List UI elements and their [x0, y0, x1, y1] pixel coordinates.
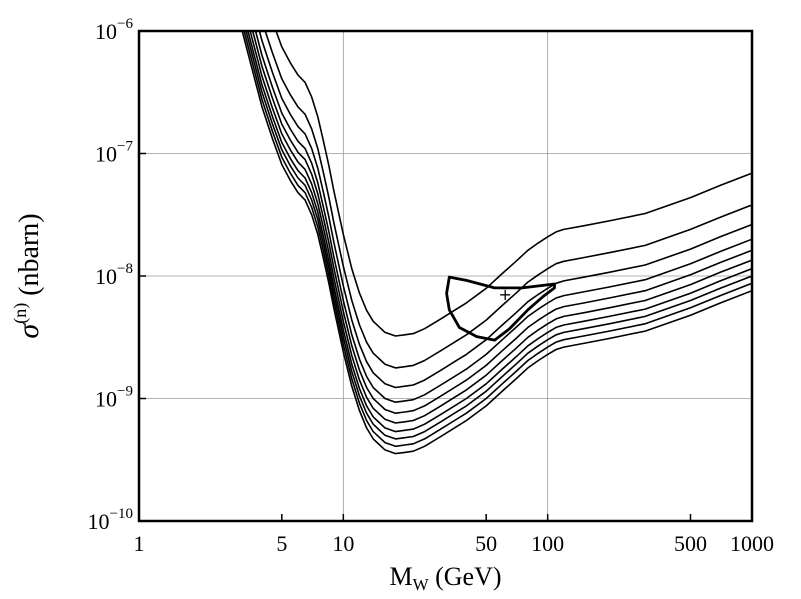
x-axis-ticks: 1 5 10 50 100 500 1000: [134, 514, 774, 556]
x-tick-label: 1: [134, 531, 145, 556]
y-tick-label: 10−7: [95, 139, 133, 167]
x-axis-label-rest: (GeV): [429, 562, 502, 591]
x-axis-label-main: M: [389, 562, 412, 591]
x-tick-label: 100: [531, 531, 564, 556]
series-line-5: [251, 31, 752, 414]
series-line-8: [245, 31, 752, 440]
y-tick-label: 10−9: [95, 384, 133, 412]
x-tick-label: 500: [674, 531, 707, 556]
series-line-7: [247, 31, 752, 433]
y-axis-label-rest: (nbarn): [14, 213, 45, 302]
series-line-4: [254, 31, 752, 403]
series-line-9: [243, 31, 752, 448]
y-axis-ticks: 10−6 10−7 10−8 10−9 10−10: [88, 16, 146, 534]
x-tick-label: 5: [276, 531, 287, 556]
series-line-6: [249, 31, 752, 424]
y-axis-label: σ(n) (nbarn): [10, 213, 45, 338]
series-line-2: [264, 31, 752, 369]
contour-layer: +: [445, 275, 556, 342]
x-tick-label: 10: [332, 531, 354, 556]
series-line-10: [241, 31, 752, 455]
series-line-3: [258, 31, 752, 389]
y-tick-label: 10−6: [95, 16, 133, 44]
x-axis-label-sub: W: [413, 575, 430, 594]
gridlines: [139, 31, 752, 521]
y-tick-label: 10−10: [88, 506, 133, 534]
data-series: [241, 31, 752, 455]
best-fit-marker: +: [499, 285, 512, 304]
y-axis-label-main: σ: [12, 323, 45, 339]
y-axis-label-sup: (n): [10, 303, 31, 324]
x-tick-label: 50: [475, 531, 497, 556]
x-tick-label: 1000: [730, 531, 774, 556]
series-line-1: [275, 31, 752, 337]
x-axis-label: MW (GeV): [389, 562, 501, 594]
contour-region: [445, 275, 556, 342]
y-tick-label: 10−8: [95, 261, 133, 289]
